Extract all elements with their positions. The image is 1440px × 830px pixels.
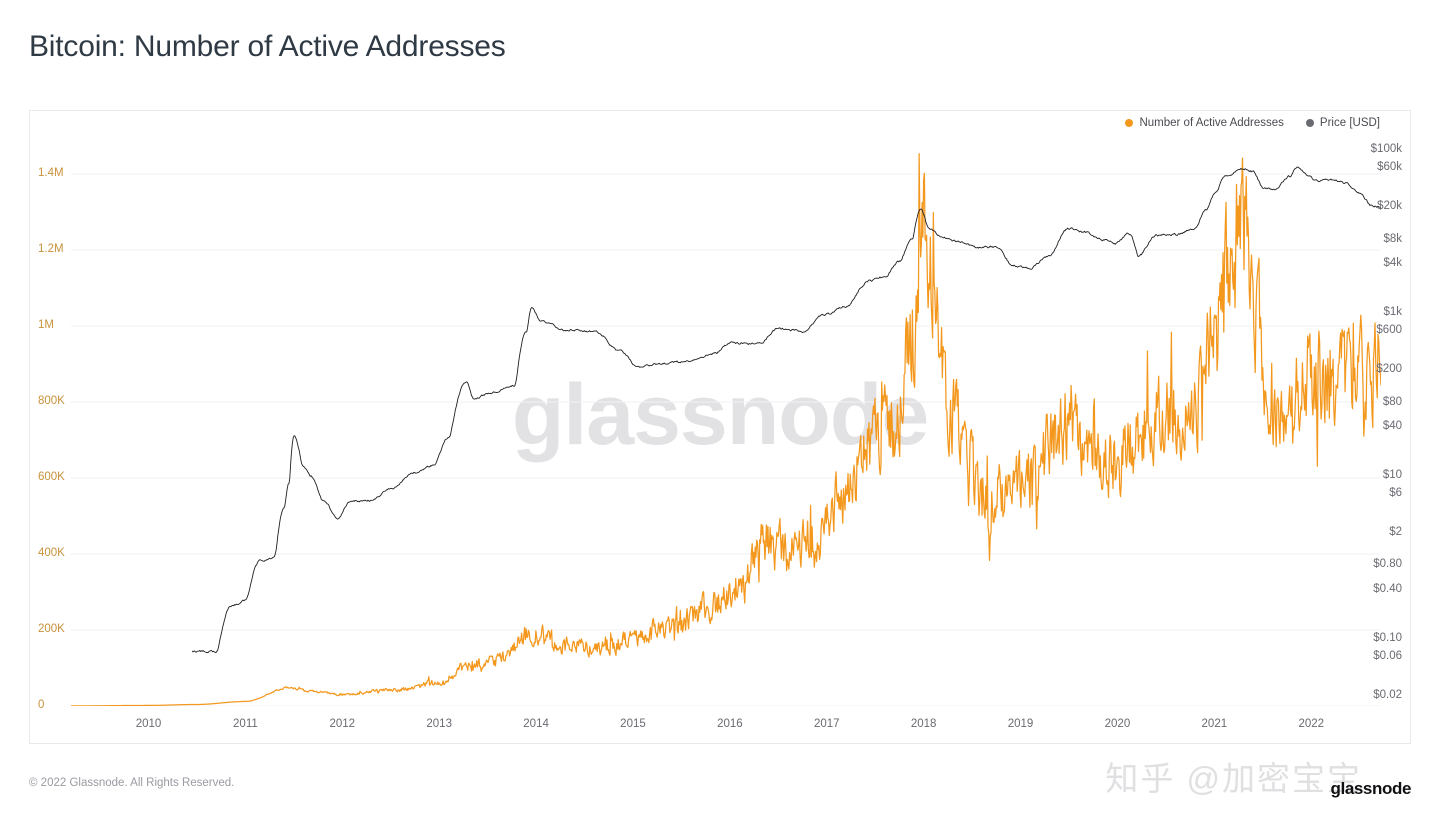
page-title: Bitcoin: Number of Active Addresses xyxy=(29,30,506,63)
x-axis-tick-label: 2016 xyxy=(717,718,743,730)
right-axis-tick-label: $0.10 xyxy=(1373,631,1402,644)
left-axis-tick-label: 0 xyxy=(38,699,45,711)
x-axis-tick-label: 2010 xyxy=(135,718,162,730)
x-axis-tick-label: 2011 xyxy=(233,718,258,730)
legend-dot-active-addresses xyxy=(1125,119,1134,127)
x-axis-tick-label: 2021 xyxy=(1201,718,1228,730)
x-axis-tick-label: 2019 xyxy=(1007,718,1034,730)
right-axis-tick-label: $100k xyxy=(1370,143,1402,156)
x-axis-tick-label: 2015 xyxy=(620,718,646,730)
x-axis-tick-label: 2012 xyxy=(329,718,356,730)
x-axis-tick-label: 2020 xyxy=(1104,718,1131,730)
right-axis-tick-label: $4k xyxy=(1383,257,1402,270)
x-axis-tick-label: 2018 xyxy=(910,718,937,730)
right-axis-tick-label: $60k xyxy=(1377,161,1402,174)
right-axis-tick-label: $1k xyxy=(1383,306,1402,319)
series-active-addresses xyxy=(71,153,1381,706)
right-axis-tick-label: $0.80 xyxy=(1373,558,1402,571)
right-axis-tick-label: $600 xyxy=(1376,324,1402,337)
chart-card: Number of Active Addresses Price [USD] g… xyxy=(29,110,1411,744)
legend-item-active-addresses[interactable]: Number of Active Addresses xyxy=(1125,117,1284,129)
legend-label-active-addresses: Number of Active Addresses xyxy=(1139,117,1284,129)
left-axis-tick-label: 400K xyxy=(38,547,65,559)
legend-item-price[interactable]: Price [USD] xyxy=(1305,117,1380,129)
x-axis-tick-label: 2014 xyxy=(523,718,549,730)
right-axis-tick-label: $10 xyxy=(1382,469,1402,482)
right-axis-tick-label: $0.40 xyxy=(1373,582,1402,595)
right-axis-tick-label: $200 xyxy=(1376,363,1402,376)
right-axis-tick-label: $80 xyxy=(1382,395,1402,408)
chart-svg xyxy=(71,153,1381,706)
legend-label-price: Price [USD] xyxy=(1319,117,1380,129)
left-axis-tick-label: 800K xyxy=(38,395,65,407)
plot-area xyxy=(71,136,1381,706)
right-axis-tick-label: $2 xyxy=(1389,525,1402,538)
x-axis-tick-label: 2022 xyxy=(1298,718,1325,730)
zhihu-watermark: 知乎 @加密宝宝 xyxy=(1105,760,1362,797)
right-axis-tick-label: $8k xyxy=(1383,232,1402,245)
chart-legend: Number of Active Addresses Price [USD] xyxy=(1125,117,1380,129)
right-axis-tick-label: $0.02 xyxy=(1373,688,1402,701)
x-axis-tick-label: 2013 xyxy=(426,718,452,730)
right-axis-tick-label: $20k xyxy=(1377,200,1402,213)
right-axis-tick-label: $6 xyxy=(1389,487,1402,500)
right-axis-tick-label: $0.06 xyxy=(1373,649,1402,662)
left-axis-tick-label: 200K xyxy=(38,623,65,635)
left-axis-tick-label: 1.2M xyxy=(38,243,64,255)
copyright-footer: © 2022 Glassnode. All Rights Reserved. xyxy=(29,777,235,789)
left-axis-tick-label: 600K xyxy=(38,471,65,483)
left-axis-tick-label: 1.4M xyxy=(38,167,64,179)
series-price xyxy=(191,166,1381,654)
legend-dot-price xyxy=(1305,119,1314,127)
left-axis-tick-label: 1M xyxy=(38,319,54,331)
glassnode-logo: glassnode xyxy=(1330,779,1412,798)
x-axis-tick-label: 2017 xyxy=(813,718,840,730)
right-axis-tick-label: $40 xyxy=(1382,420,1402,433)
